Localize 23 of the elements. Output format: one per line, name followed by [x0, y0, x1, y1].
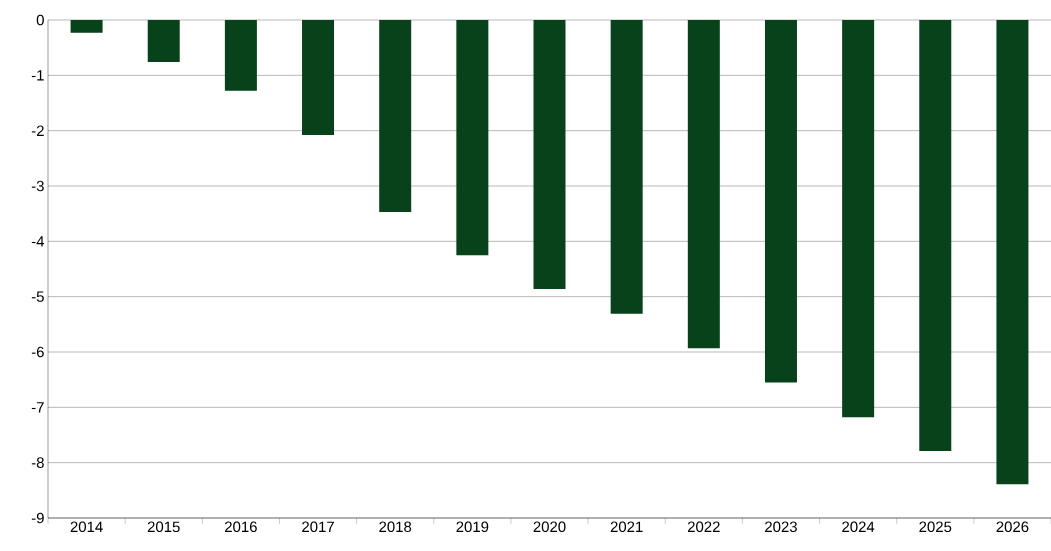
x-tick-label: 2024 [842, 521, 875, 533]
x-tick-label: 2023 [765, 521, 797, 533]
y-tick-label: -5 [31, 291, 44, 302]
x-tick-label: 2019 [456, 521, 489, 533]
x-tick-label: 2020 [533, 521, 566, 533]
x-tick-label: 2016 [225, 521, 257, 533]
y-tick-label: -3 [31, 180, 44, 192]
y-tick-label: -1 [31, 70, 44, 81]
x-tick-label: 2014 [70, 521, 103, 533]
y-tick-label: -6 [31, 346, 44, 358]
y-tick-label: -8 [31, 457, 44, 468]
x-tick-label: 2022 [687, 521, 720, 533]
y-tick-label: -2 [31, 125, 44, 136]
x-tick-label: 2021 [610, 521, 643, 533]
y-tick-label: 0 [36, 14, 44, 26]
x-tick-label: 2015 [147, 521, 180, 533]
x-tick-label: 2026 [996, 521, 1029, 533]
x-tick-label: 2017 [302, 521, 334, 533]
x-tick-label: 2018 [379, 521, 412, 533]
x-tick-label: 2025 [919, 521, 952, 533]
y-tick-label: -9 [31, 512, 44, 524]
y-tick-label: -7 [31, 402, 44, 413]
y-tick-label: -4 [31, 236, 45, 247]
